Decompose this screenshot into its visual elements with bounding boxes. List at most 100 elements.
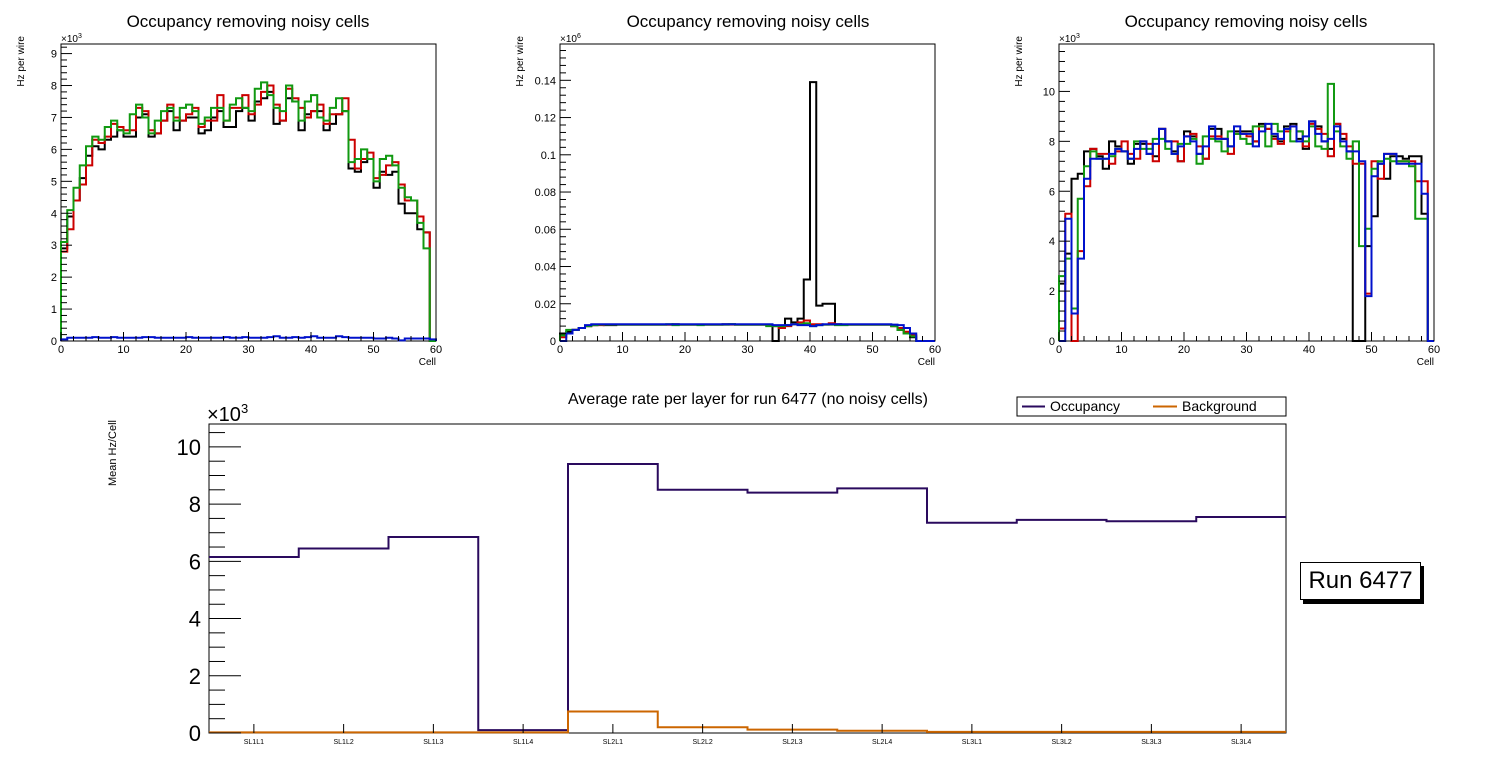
series-blue <box>560 323 935 342</box>
x-tick-label: 50 <box>866 344 878 356</box>
y-multiplier: ×103 <box>1059 33 1080 45</box>
series-black <box>559 81 935 342</box>
y-multiplier-exponent: 3 <box>241 401 248 416</box>
y-tick-label: 0.1 <box>541 150 556 162</box>
histogram-panel-3: Occupancy removing noisy cells 0 2 4 6 8 10 0 10… <box>1014 12 1440 368</box>
y-multiplier-exponent: 3 <box>1076 33 1080 40</box>
y-tick-label: 5 <box>51 176 57 188</box>
x-tick-label: 40 <box>1303 344 1315 356</box>
y-tick-label: 0.04 <box>535 262 556 274</box>
x-tick-label: 20 <box>679 344 691 356</box>
layer-rate-panel: Average rate per layer for run 6477 (no … <box>107 391 1287 746</box>
series-red <box>60 84 436 342</box>
plot-frame <box>559 43 936 342</box>
y-tick-label: 8 <box>1049 136 1055 148</box>
x-category-label: SL2L3 <box>782 739 802 746</box>
x-category-label: SL2L2 <box>693 739 713 746</box>
run-label: Run 6477 <box>1308 567 1413 594</box>
plot-frame <box>208 423 1287 734</box>
x-tick-label: 40 <box>804 344 816 356</box>
x-tick-label: 30 <box>1240 344 1252 356</box>
x-tick-label: 40 <box>305 344 317 356</box>
legend-label-occupancy: Occupancy <box>1050 398 1120 414</box>
y-tick-label: 4 <box>189 607 201 632</box>
y-tick-label: 0 <box>189 721 201 746</box>
y-tick-label: 4 <box>51 208 57 220</box>
y-tick-label: 2 <box>1049 286 1055 298</box>
y-tick-label: 10 <box>1043 86 1055 98</box>
legend: Occupancy Background <box>1016 396 1287 417</box>
x-category-label: SL1L2 <box>334 739 354 746</box>
y-axis-label: Hz per wire <box>515 36 526 87</box>
y-multiplier: ×103 <box>61 33 82 45</box>
chart-title: Occupancy removing noisy cells <box>627 12 870 31</box>
x-category-label: SL3L1 <box>962 739 982 746</box>
y-multiplier: ×103 <box>207 401 248 426</box>
y-tick-label: 10 <box>177 435 201 460</box>
chart-title: Occupancy removing noisy cells <box>1125 12 1368 31</box>
x-category-label: SL1L1 <box>244 739 264 746</box>
y-tick-label: 8 <box>189 492 201 517</box>
y-tick-label: 0.02 <box>535 299 556 311</box>
x-tick-label: 10 <box>616 344 628 356</box>
y-tick-label: 7 <box>51 112 57 124</box>
series-green <box>60 81 436 342</box>
histogram-panel-2: Occupancy removing noisy cells 0 0.02 0.04 0… <box>515 12 941 368</box>
legend-box <box>1016 396 1287 417</box>
y-tick-label: 3 <box>51 240 57 252</box>
y-tick-label: 0 <box>1049 336 1055 348</box>
y-tick-label: 1 <box>51 304 57 316</box>
x-tick-label: 60 <box>1428 344 1440 356</box>
x-axis-label: Cell <box>918 357 935 368</box>
histogram-panel-1: Occupancy removing noisy cells 0 1 2 3 4 5 6 7 8 9… <box>16 12 442 368</box>
chart-title: Occupancy removing noisy cells <box>127 12 370 31</box>
x-tick-label: 20 <box>180 344 192 356</box>
y-multiplier-exponent: 3 <box>78 33 82 40</box>
x-tick-label: 60 <box>929 344 941 356</box>
x-tick-label: 10 <box>117 344 129 356</box>
x-tick-label: 60 <box>430 344 442 356</box>
y-axis-label: Hz per wire <box>16 36 27 87</box>
x-category-label: SL1L4 <box>513 739 533 746</box>
y-tick-label: 0.06 <box>535 224 556 236</box>
chart-title: Average rate per layer for run 6477 (no … <box>568 391 928 408</box>
x-category-label: SL1L3 <box>423 739 443 746</box>
legend-label-background: Background <box>1182 398 1257 414</box>
x-category-label: SL2L1 <box>603 739 623 746</box>
x-tick-label: 50 <box>1365 344 1377 356</box>
y-axis-label: Hz per wire <box>1014 36 1025 87</box>
y-tick-label: 6 <box>189 549 201 574</box>
run-label-box: Run 6477 <box>1300 562 1421 600</box>
y-tick-label: 0 <box>550 336 556 348</box>
y-tick-label: 4 <box>1049 236 1055 248</box>
x-tick-label: 10 <box>1115 344 1127 356</box>
y-tick-label: 0 <box>51 336 57 348</box>
y-multiplier-exponent: 6 <box>577 33 581 40</box>
y-tick-label: 0.12 <box>535 113 556 125</box>
series-blue <box>1059 120 1434 342</box>
y-axis-label: Mean Hz/Cell <box>107 420 119 486</box>
x-tick-label: 50 <box>367 344 379 356</box>
x-category-label: SL3L4 <box>1231 739 1251 746</box>
y-tick-label: 0.08 <box>535 187 556 199</box>
y-tick-label: 9 <box>51 49 57 61</box>
y-tick-label: 6 <box>51 144 57 156</box>
x-tick-label: 30 <box>741 344 753 356</box>
x-tick-label: 30 <box>242 344 254 356</box>
y-tick-label: 2 <box>189 664 201 689</box>
x-tick-label: 0 <box>1056 344 1062 356</box>
x-category-label: SL3L3 <box>1141 739 1161 746</box>
x-tick-label: 0 <box>557 344 563 356</box>
series-black <box>1058 120 1434 342</box>
plot-frame <box>60 43 437 342</box>
y-tick-label: 6 <box>1049 186 1055 198</box>
series-occupancy <box>209 463 1286 732</box>
y-tick-label: 8 <box>51 81 57 93</box>
x-axis-label: Cell <box>1417 357 1434 368</box>
x-category-label: SL2L4 <box>872 739 892 746</box>
y-multiplier: ×106 <box>560 33 581 45</box>
y-tick-label: 2 <box>51 272 57 284</box>
x-axis-label: Cell <box>419 357 436 368</box>
series-background <box>209 710 1286 734</box>
